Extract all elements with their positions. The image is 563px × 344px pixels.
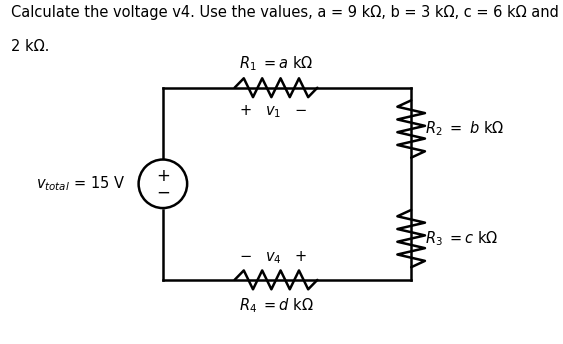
Text: $R_2$ $=$ $b$ k$\Omega$: $R_2$ $=$ $b$ k$\Omega$ <box>425 120 504 138</box>
Text: +: + <box>156 168 170 185</box>
Text: 2 kΩ.: 2 kΩ. <box>11 39 50 54</box>
Text: +   $v_1$   −: + $v_1$ − <box>239 103 307 120</box>
Text: $R_3$ $=c$ k$\Omega$: $R_3$ $=c$ k$\Omega$ <box>425 229 498 248</box>
Text: −   $v_4$   +: − $v_4$ + <box>239 250 307 266</box>
Text: $R_4$ $=d$ k$\Omega$: $R_4$ $=d$ k$\Omega$ <box>239 296 313 314</box>
Text: $R_1$ $=a$ k$\Omega$: $R_1$ $=a$ k$\Omega$ <box>239 55 313 74</box>
Text: −: − <box>156 183 170 201</box>
Text: $v_{total}$ = 15 V: $v_{total}$ = 15 V <box>35 174 125 193</box>
Text: Calculate the voltage v4. Use the values, a = 9 kΩ, b = 3 kΩ, c = 6 kΩ and d =: Calculate the voltage v4. Use the values… <box>11 5 563 20</box>
